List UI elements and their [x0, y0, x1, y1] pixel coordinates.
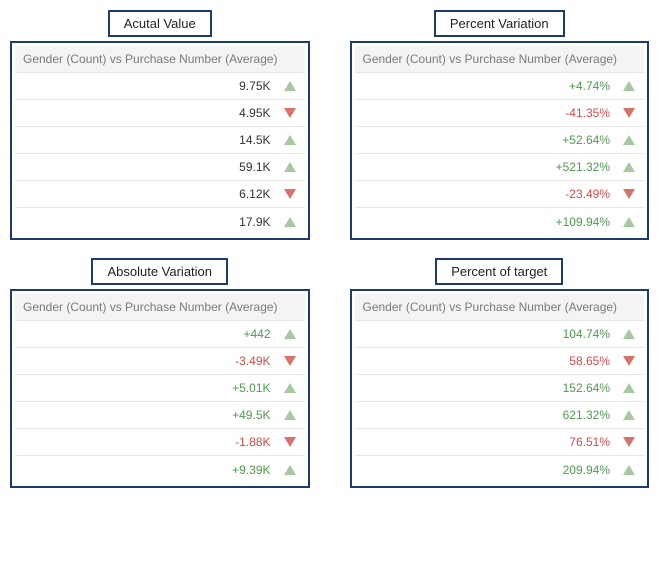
- triangle-up-icon: [283, 81, 297, 91]
- row-value: 621.32%: [563, 408, 610, 422]
- data-row: 9.75K: [15, 73, 305, 100]
- data-row: -1.88K: [15, 429, 305, 456]
- data-row: +521.32%: [355, 154, 645, 181]
- triangle-up-icon: [283, 217, 297, 227]
- row-value: +52.64%: [562, 133, 610, 147]
- row-value: 58.65%: [569, 354, 610, 368]
- data-row: -41.35%: [355, 100, 645, 127]
- triangle-up-icon: [622, 217, 636, 227]
- triangle-up-icon: [622, 329, 636, 339]
- data-row: 76.51%: [355, 429, 645, 456]
- triangle-down-icon: [283, 356, 297, 366]
- triangle-down-icon: [622, 108, 636, 118]
- data-row: 6.12K: [15, 181, 305, 208]
- data-row: +442: [15, 321, 305, 348]
- row-value: +9.39K: [232, 463, 270, 477]
- triangle-up-icon: [622, 162, 636, 172]
- triangle-up-icon: [622, 135, 636, 145]
- row-value: -41.35%: [565, 106, 610, 120]
- row-value: 9.75K: [239, 79, 270, 93]
- row-value: 209.94%: [563, 463, 610, 477]
- panels-grid: Acutal Value Gender (Count) vs Purchase N…: [10, 10, 649, 488]
- data-row: +9.39K: [15, 456, 305, 483]
- data-row: +4.74%: [355, 73, 645, 100]
- row-value: 6.12K: [239, 187, 270, 201]
- data-row: 104.74%: [355, 321, 645, 348]
- panel-card: Gender (Count) vs Purchase Number (Avera…: [10, 41, 310, 240]
- triangle-down-icon: [622, 356, 636, 366]
- data-row: 209.94%: [355, 456, 645, 483]
- data-row: +109.94%: [355, 208, 645, 235]
- panel-percent-variation: Percent Variation Gender (Count) vs Purch…: [350, 10, 650, 240]
- panel-percent-of-target: Percent of target Gender (Count) vs Purch…: [350, 258, 650, 488]
- panel-title: Absolute Variation: [91, 258, 228, 285]
- triangle-up-icon: [622, 410, 636, 420]
- data-row: 58.65%: [355, 348, 645, 375]
- triangle-down-icon: [622, 189, 636, 199]
- triangle-up-icon: [283, 410, 297, 420]
- data-row: +5.01K: [15, 375, 305, 402]
- data-row: +49.5K: [15, 402, 305, 429]
- data-row: 621.32%: [355, 402, 645, 429]
- panel-title: Acutal Value: [108, 10, 212, 37]
- triangle-up-icon: [283, 135, 297, 145]
- triangle-down-icon: [283, 108, 297, 118]
- triangle-up-icon: [283, 465, 297, 475]
- triangle-up-icon: [283, 383, 297, 393]
- data-row: 4.95K: [15, 100, 305, 127]
- panel-card: Gender (Count) vs Purchase Number (Avera…: [10, 289, 310, 488]
- card-header: Gender (Count) vs Purchase Number (Avera…: [15, 46, 305, 73]
- triangle-down-icon: [283, 437, 297, 447]
- row-value: +49.5K: [232, 408, 270, 422]
- panel-absolute-variation: Absolute Variation Gender (Count) vs Purc…: [10, 258, 310, 488]
- row-value: 152.64%: [563, 381, 610, 395]
- row-value: 76.51%: [569, 435, 610, 449]
- row-value: 17.9K: [239, 215, 270, 229]
- row-value: -3.49K: [235, 354, 270, 368]
- panel-card: Gender (Count) vs Purchase Number (Avera…: [350, 289, 650, 488]
- card-header: Gender (Count) vs Purchase Number (Avera…: [355, 294, 645, 321]
- row-value: +109.94%: [556, 215, 610, 229]
- triangle-up-icon: [622, 383, 636, 393]
- row-value: 4.95K: [239, 106, 270, 120]
- row-value: 14.5K: [239, 133, 270, 147]
- row-value: 104.74%: [563, 327, 610, 341]
- data-row: -23.49%: [355, 181, 645, 208]
- row-value: +4.74%: [569, 79, 610, 93]
- panel-title: Percent Variation: [434, 10, 565, 37]
- data-row: 17.9K: [15, 208, 305, 235]
- data-row: +52.64%: [355, 127, 645, 154]
- row-value: -23.49%: [565, 187, 610, 201]
- triangle-up-icon: [622, 465, 636, 475]
- data-row: 152.64%: [355, 375, 645, 402]
- row-value: +521.32%: [556, 160, 610, 174]
- triangle-down-icon: [283, 189, 297, 199]
- triangle-up-icon: [622, 81, 636, 91]
- panel-card: Gender (Count) vs Purchase Number (Avera…: [350, 41, 650, 240]
- data-row: 59.1K: [15, 154, 305, 181]
- data-row: 14.5K: [15, 127, 305, 154]
- card-header: Gender (Count) vs Purchase Number (Avera…: [355, 46, 645, 73]
- card-header: Gender (Count) vs Purchase Number (Avera…: [15, 294, 305, 321]
- row-value: +5.01K: [232, 381, 270, 395]
- triangle-up-icon: [283, 329, 297, 339]
- row-value: -1.88K: [235, 435, 270, 449]
- panel-actual: Acutal Value Gender (Count) vs Purchase N…: [10, 10, 310, 240]
- triangle-up-icon: [283, 162, 297, 172]
- row-value: 59.1K: [239, 160, 270, 174]
- triangle-down-icon: [622, 437, 636, 447]
- data-row: -3.49K: [15, 348, 305, 375]
- row-value: +442: [243, 327, 270, 341]
- panel-title: Percent of target: [435, 258, 563, 285]
